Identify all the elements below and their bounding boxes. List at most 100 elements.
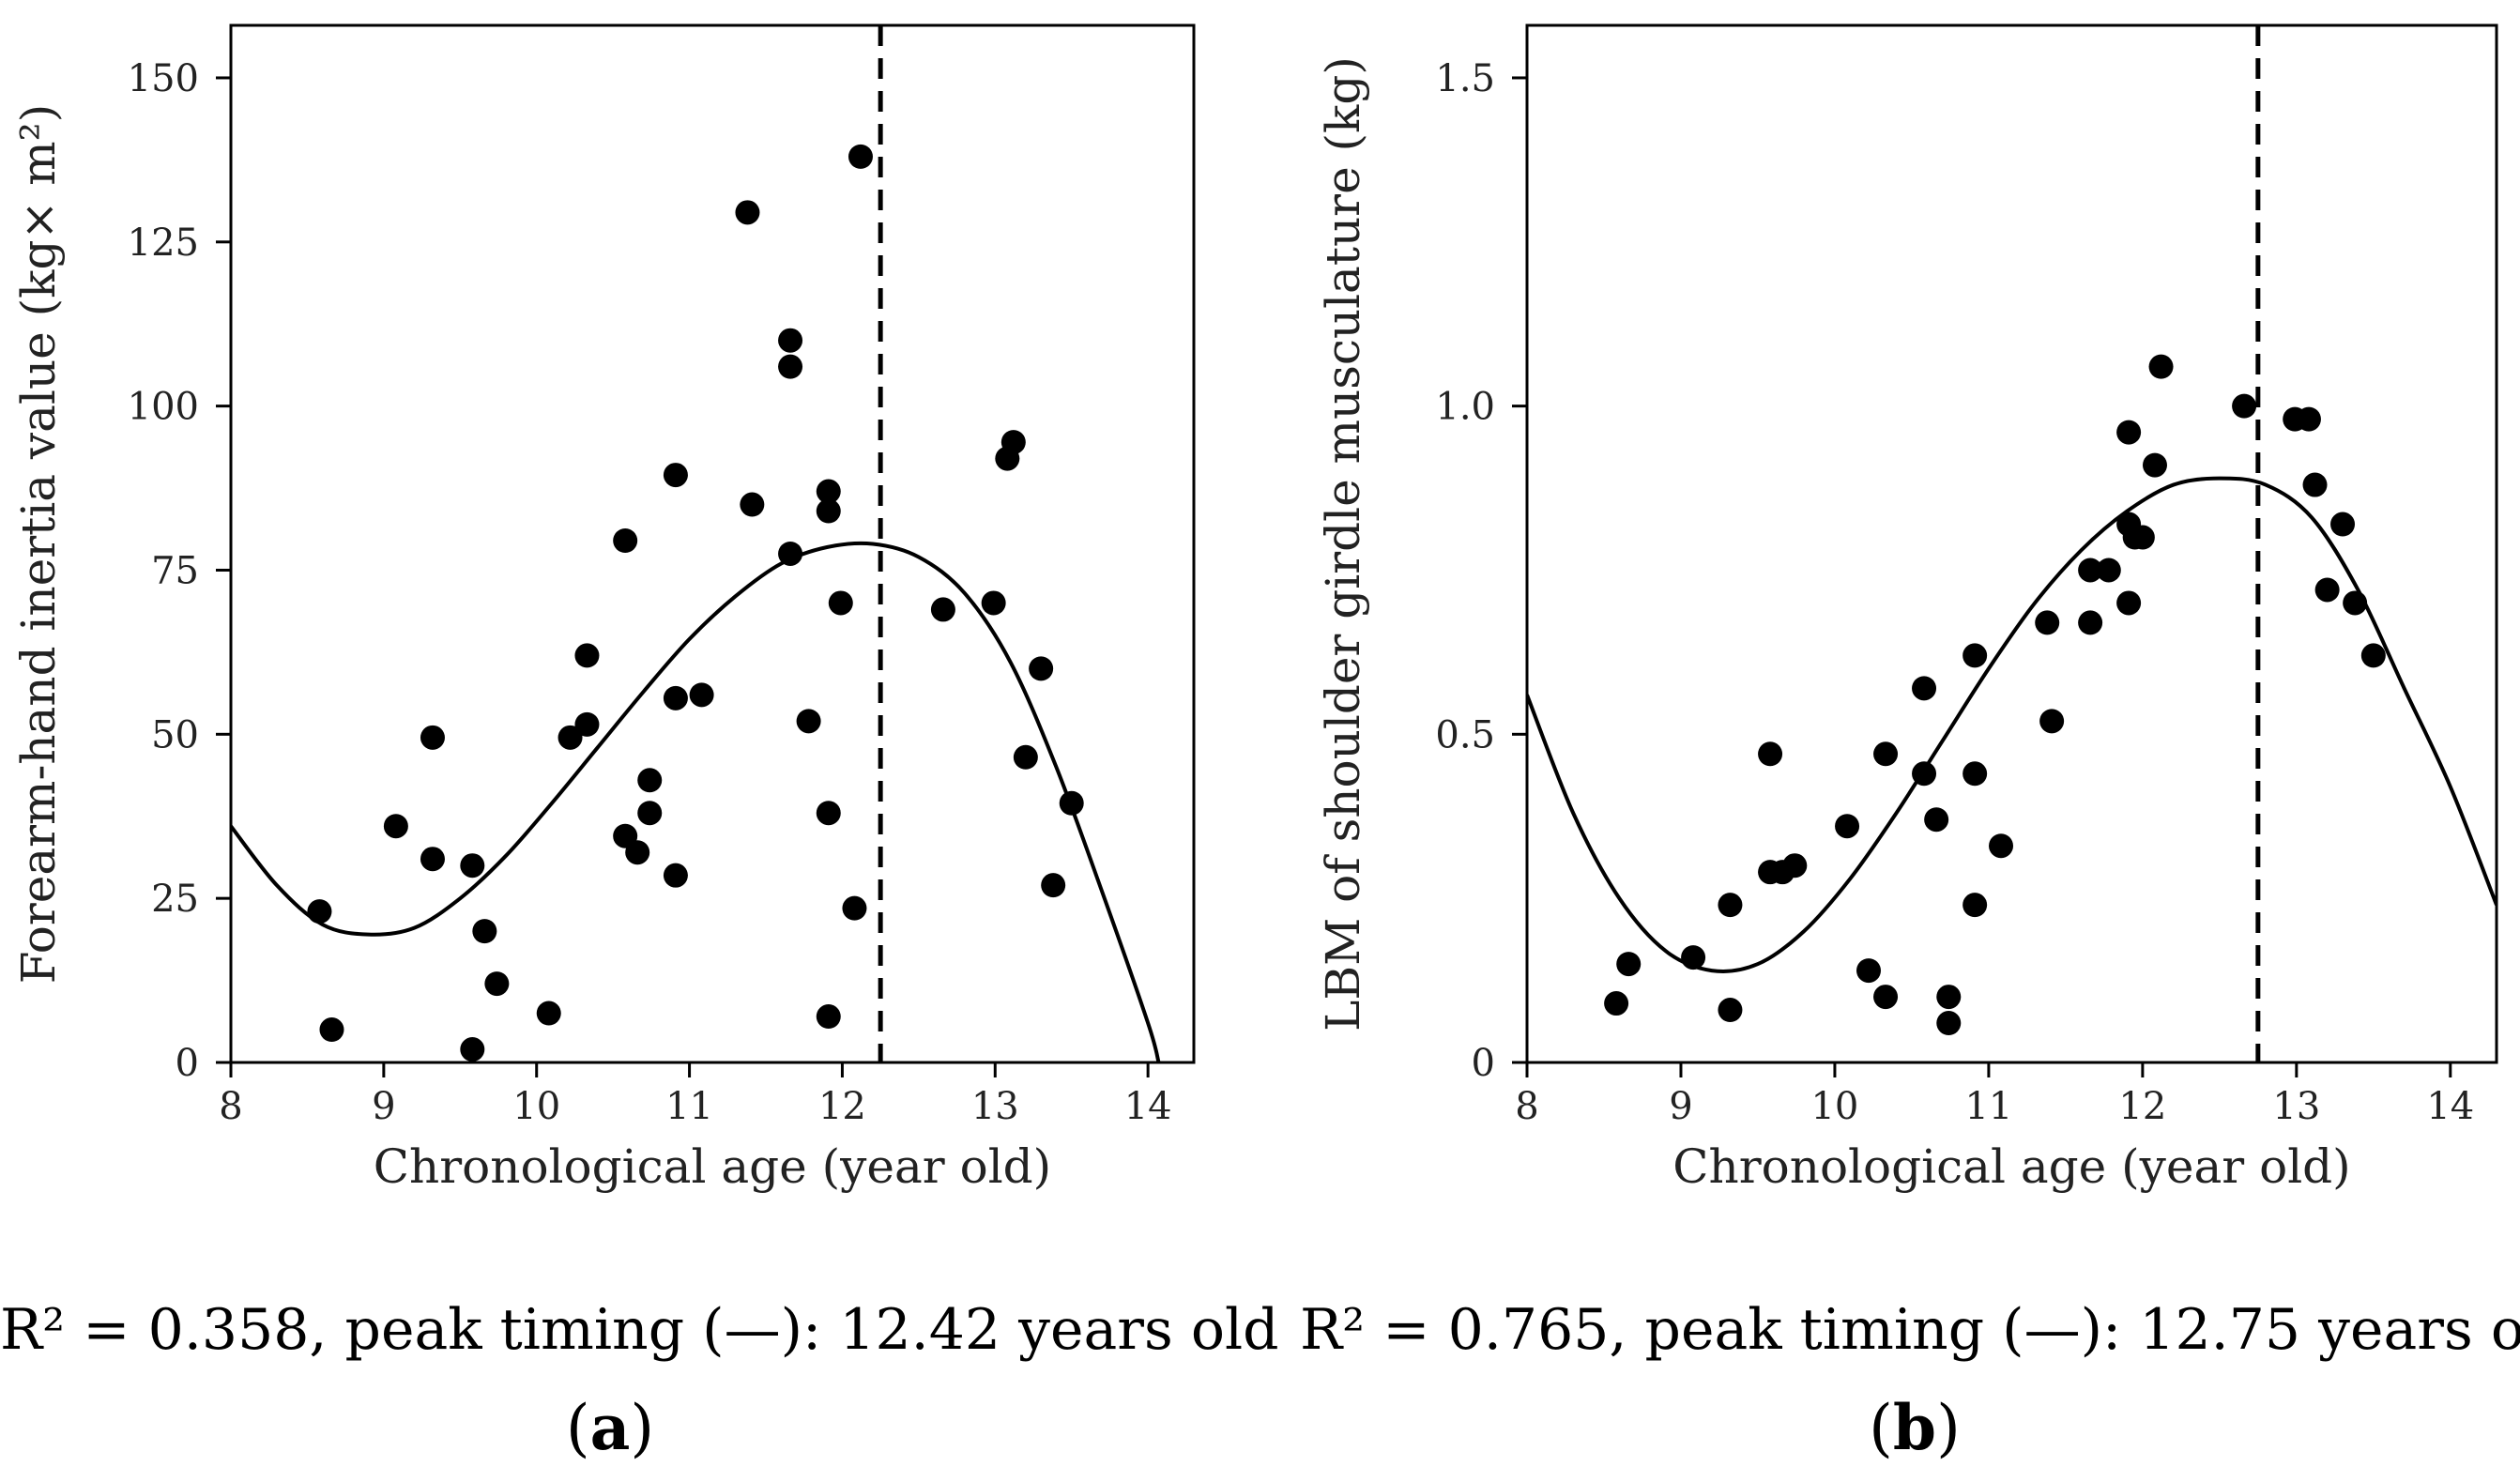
data-point	[2078, 610, 2103, 635]
data-point	[2330, 512, 2356, 537]
data-point	[1718, 998, 1743, 1023]
y-tick-label: 0	[176, 1042, 199, 1085]
data-point	[1963, 893, 1988, 918]
data-point	[1835, 814, 1860, 839]
y-tick-label: 1.5	[1435, 57, 1495, 100]
data-point	[637, 768, 663, 793]
data-point	[1963, 761, 1988, 787]
data-point	[1924, 807, 1949, 833]
data-point	[2116, 420, 2142, 445]
data-point	[574, 643, 600, 668]
fit-curve	[1527, 476, 2497, 973]
data-point	[2039, 709, 2065, 734]
data-point	[689, 682, 714, 708]
x-tick-label: 14	[2426, 1085, 2474, 1128]
data-point	[2116, 590, 2142, 616]
data-point	[1912, 761, 1937, 787]
data-point	[2130, 525, 2155, 550]
data-point	[1873, 741, 1899, 767]
data-point	[2360, 643, 2386, 668]
data-point	[613, 528, 638, 554]
y-tick-label: 0.5	[1435, 713, 1495, 756]
x-tick-label: 10	[1810, 1085, 1858, 1128]
data-point	[2343, 590, 2368, 616]
chart-panel-a: 8 9 10 11 12 13 14 0 25 50 75 100 125 150 Chronologica…	[11, 23, 1196, 1194]
data-point	[1963, 643, 1988, 668]
data-point	[1856, 958, 1882, 984]
data-point	[816, 479, 841, 504]
y-axis-label: Forearm-hand inertia value (kg× m²)	[11, 104, 66, 984]
plot-frame	[229, 23, 1196, 1064]
data-point	[472, 919, 497, 944]
data-point	[2142, 452, 2167, 478]
y-axis-label: LBM of shoulder girdle musculature (kg)	[1316, 56, 1370, 1031]
data-point	[848, 144, 873, 169]
x-axis-label: Chronological age (year old)	[1672, 1139, 2350, 1194]
panel-letter-a: a	[589, 1391, 631, 1464]
data-point	[1912, 676, 1937, 701]
data-point	[460, 1037, 485, 1062]
data-point	[816, 801, 841, 826]
x-tick-label: 14	[1124, 1085, 1172, 1128]
data-point	[816, 1004, 841, 1030]
panel-label-a: (a)	[565, 1391, 655, 1464]
data-point	[1616, 952, 1642, 977]
y-tick-label: 1.0	[1435, 386, 1495, 429]
y-tick-label: 125	[128, 222, 199, 265]
data-point	[663, 463, 688, 488]
data-point	[842, 895, 867, 921]
data-point	[383, 814, 408, 839]
data-point	[778, 354, 803, 379]
x-axis-label: Chronological age (year old)	[374, 1139, 1051, 1194]
data-point	[460, 853, 485, 879]
data-point	[828, 590, 853, 616]
panel-label-b: (b)	[1869, 1391, 1961, 1464]
data-point	[1604, 991, 1629, 1016]
x-tick-label: 12	[2118, 1085, 2166, 1128]
chart-panel-b: 8 9 10 11 12 13 14 0 0.5 1.0 1.5 Chronological age …	[1316, 23, 2498, 1194]
data-point	[778, 328, 803, 353]
x-tick-label: 11	[665, 1085, 713, 1128]
data-point	[637, 801, 663, 826]
data-point	[2035, 610, 2060, 635]
data-point	[2148, 354, 2174, 379]
data-point	[2302, 472, 2328, 497]
data-point	[1718, 893, 1743, 918]
data-point	[420, 725, 445, 750]
x-tick-label: 9	[372, 1085, 395, 1128]
data-point	[2078, 558, 2103, 583]
data-point	[778, 541, 803, 566]
data-point	[735, 200, 760, 225]
data-point	[1758, 741, 1783, 767]
data-point	[930, 597, 955, 622]
fit-curve	[231, 541, 1161, 1062]
data-point	[1873, 985, 1899, 1010]
y-tick-label: 150	[128, 57, 199, 100]
data-point	[625, 840, 650, 865]
data-point	[484, 971, 510, 997]
y-tick-label: 75	[151, 549, 199, 592]
y-tick-label: 25	[151, 878, 199, 921]
y-tick-label: 50	[151, 713, 199, 756]
data-point	[1059, 790, 1084, 816]
data-point	[663, 685, 688, 710]
data-point	[307, 899, 332, 924]
data-point	[796, 709, 821, 734]
data-point	[420, 847, 445, 872]
x-tick-label: 10	[512, 1085, 560, 1128]
data-point	[1936, 985, 1962, 1010]
data-point	[740, 492, 765, 517]
data-point	[1681, 945, 1706, 970]
x-tick-label: 12	[818, 1085, 866, 1128]
caption-panel-b: R² = 0.765, peak timing (—): 12.75 years…	[1300, 1297, 2520, 1363]
x-tick-label: 13	[2272, 1085, 2320, 1128]
data-point	[2314, 577, 2340, 603]
data-point	[1013, 744, 1038, 770]
x-tick-label: 9	[1669, 1085, 1692, 1128]
data-point	[1782, 853, 1808, 879]
x-tick-label: 8	[1515, 1085, 1538, 1128]
data-point	[319, 1017, 344, 1043]
caption-panel-a: R² = 0.358, peak timing (—): 12.42 years…	[0, 1297, 1279, 1363]
y-tick-label: 100	[128, 386, 199, 429]
data-point	[2232, 393, 2257, 419]
